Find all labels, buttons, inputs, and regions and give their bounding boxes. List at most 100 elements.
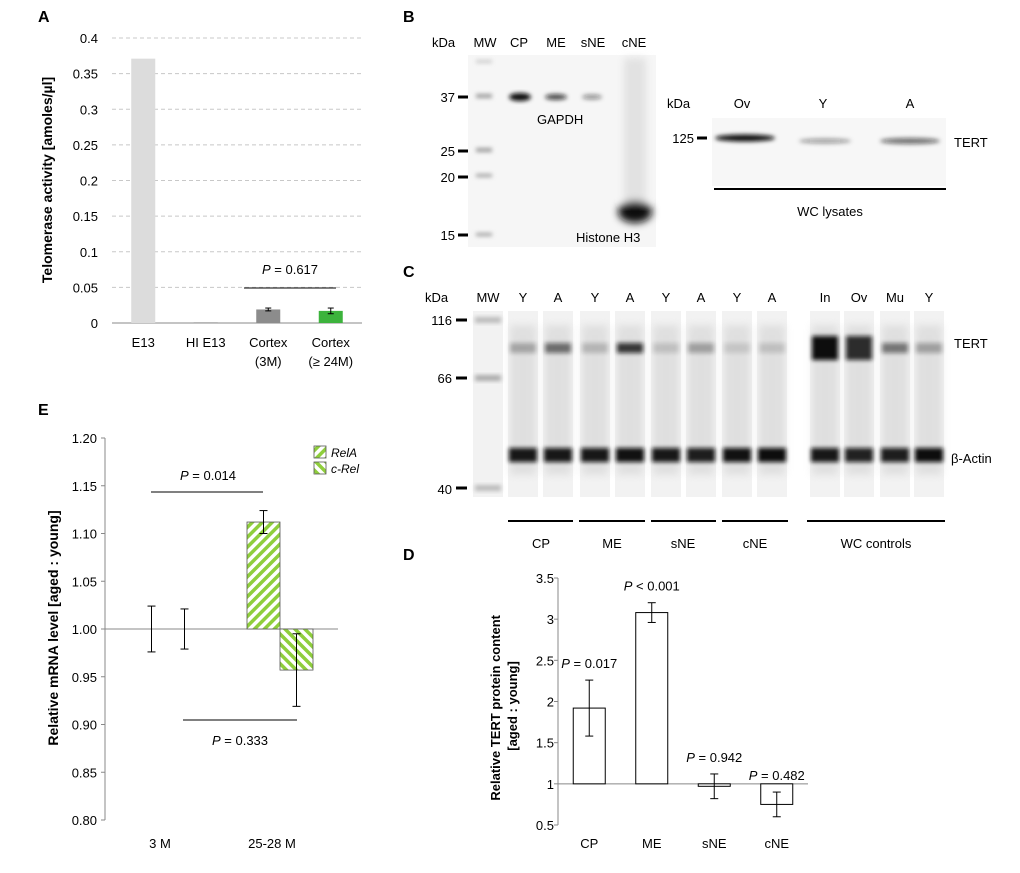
panel-a-pvalue: P = 0.617	[262, 262, 318, 277]
y-tick-label: 0.2	[80, 174, 98, 189]
y-tick-label: 1.10	[72, 527, 97, 542]
y-tick-label: 1.00	[72, 622, 97, 637]
blot-c-lane-label: A	[768, 290, 777, 305]
bar	[635, 612, 669, 785]
blot-c-lane	[651, 311, 681, 497]
x-tick-label: CP	[580, 836, 598, 851]
x-tick-label: ME	[642, 836, 662, 851]
legend-swatch-rela	[313, 445, 327, 459]
legend-label-rela: RelA	[331, 446, 357, 460]
panel-e: E Relative mRNA level [aged : young] 0.8…	[38, 402, 359, 851]
blot-b-marker: 15	[441, 228, 455, 243]
blot-b-gapdh-label: GAPDH	[537, 112, 583, 127]
bar	[256, 309, 281, 323]
blot-b-right-membrane	[712, 118, 946, 186]
y-tick-label: 0.25	[73, 138, 98, 153]
blot-b-right-lane: A	[906, 96, 915, 111]
blot-b-gapdh-bands	[509, 93, 602, 101]
blot-c-lane	[543, 311, 573, 497]
error-bar	[259, 510, 268, 534]
blot-c-actin-label: β-Actin	[951, 451, 992, 466]
x-tick-label: Cortex	[249, 335, 288, 350]
blot-b-histone-label: Histone H3	[576, 230, 640, 245]
blot-c-lane-label: Y	[662, 290, 671, 305]
y-tick-label: 0.4	[80, 31, 98, 46]
error-bar	[772, 791, 781, 818]
error-bar	[327, 307, 334, 315]
y-tick-label: 0.15	[73, 209, 98, 224]
y-tick-label: 0.05	[73, 280, 98, 295]
blot-b-histone-band	[618, 58, 652, 223]
x-tick-label: sNE	[702, 836, 727, 851]
error-bar	[585, 679, 594, 737]
blot-b-kda: kDa	[432, 35, 456, 50]
panel-a: A Telomerase activity [amoles/µl] 0 0.05 0…	[38, 9, 362, 369]
blot-b-right-group-label: WC lysates	[797, 204, 863, 219]
y-tick-label: 1	[547, 777, 554, 792]
y-tick-label: 0.3	[80, 102, 98, 117]
blot-c-group-label: cNE	[743, 536, 768, 551]
blot-c-lane	[580, 311, 610, 497]
panel-e-legend: RelA c-Rel	[313, 445, 359, 476]
y-tick-label: 0	[91, 316, 98, 331]
blot-b-lane: MW	[473, 35, 497, 50]
blot-b-right-marker: 125	[672, 131, 694, 146]
blot-b-right-lane: Y	[819, 96, 828, 111]
panel-d: D Relative TERT protein content [aged : …	[403, 547, 808, 851]
p-value-label: P = 0.482	[749, 768, 805, 783]
x-tick-label: (3M)	[255, 354, 282, 369]
blot-b-marker: 37	[441, 90, 455, 105]
y-tick-label: 0.85	[72, 765, 97, 780]
blot-c-lane	[686, 311, 716, 497]
error-bar	[180, 608, 189, 650]
blot-c-lane-label: A	[626, 290, 635, 305]
y-tick-label: 0.90	[72, 718, 97, 733]
y-tick-label: 2.5	[536, 653, 554, 668]
y-tick-label: 1.15	[72, 479, 97, 494]
panel-e-ylabel: Relative mRNA level [aged : young]	[45, 510, 61, 745]
blot-c-lane	[615, 311, 645, 497]
y-tick-label: 0.95	[72, 670, 97, 685]
y-tick-label: 0.35	[73, 67, 98, 82]
blot-b-lane: sNE	[581, 35, 606, 50]
x-tick-label: E13	[132, 335, 155, 350]
panel-d-ylabel: Relative TERT protein content [aged : yo…	[488, 611, 520, 800]
panel-b: B kDa MW CP ME sNE cNE 37 25	[403, 9, 988, 247]
blot-c-group-label: ME	[602, 536, 622, 551]
blot-c-group-label: CP	[532, 536, 550, 551]
blot-c-lane-label: Y	[733, 290, 742, 305]
x-tick-label: (≥ 24M)	[308, 354, 353, 369]
blot-c-marker: 40	[438, 482, 452, 497]
blot-b-marker: 25	[441, 144, 455, 159]
bar	[318, 310, 343, 323]
blot-c-group-label: WC controls	[841, 536, 912, 551]
panel-letter-b: B	[403, 9, 415, 26]
blot-c-lane-label: Y	[591, 290, 600, 305]
blot-b-right-lane: Ov	[734, 96, 751, 111]
blot-c-marker: 66	[438, 371, 452, 386]
y-tick-label: 1.5	[536, 736, 554, 751]
blot-b-right-kda: kDa	[667, 96, 691, 111]
blot-c-lane-label: Y	[519, 290, 528, 305]
p-value-label: P < 0.001	[624, 579, 680, 594]
blot-c-marker: 116	[431, 313, 452, 328]
y-tick-label: 1.05	[72, 574, 97, 589]
blot-b-right-tert-bands	[715, 134, 940, 144]
p-value-label: P = 0.942	[686, 750, 742, 765]
bar	[193, 322, 218, 324]
legend-label-crel: c-Rel	[331, 462, 359, 476]
blot-c-lane-label: Y	[925, 290, 934, 305]
x-tick-label: cNE	[764, 836, 789, 851]
error-bar	[710, 773, 719, 800]
blot-b-marker: 20	[441, 170, 455, 185]
error-bar	[647, 602, 656, 623]
error-bar	[292, 633, 301, 707]
blot-c-lane	[914, 311, 944, 497]
x-tick-label: Cortex	[312, 335, 351, 350]
panel-letter-a: A	[38, 9, 50, 26]
panel-letter-e: E	[38, 402, 49, 419]
legend-swatch-crel	[313, 461, 327, 475]
blot-c-lane	[844, 311, 874, 497]
blot-c-group-label: sNE	[671, 536, 696, 551]
